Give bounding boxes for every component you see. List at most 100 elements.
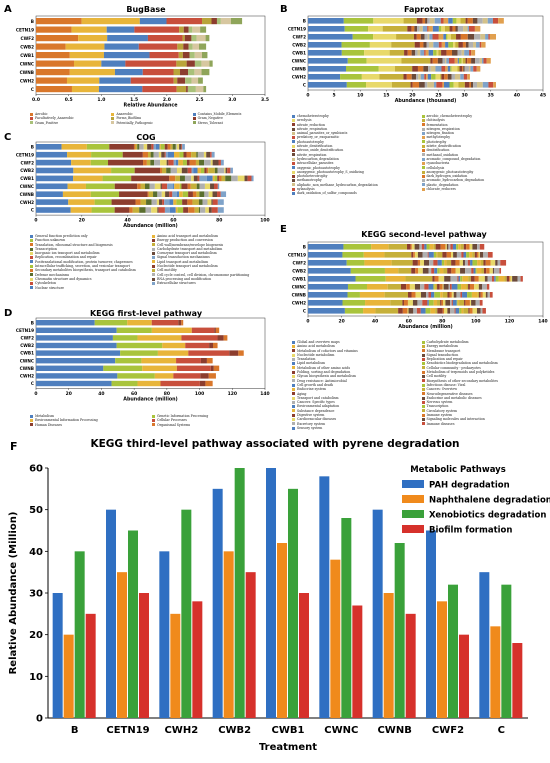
stack-segment bbox=[481, 58, 484, 64]
stack-segment bbox=[308, 268, 351, 274]
stack-segment bbox=[403, 18, 417, 24]
stack-segment bbox=[197, 167, 201, 174]
legend-item: Endocrine and metabolic diseases bbox=[421, 396, 548, 400]
stack-segment bbox=[153, 144, 156, 150]
legend-swatch bbox=[292, 383, 295, 387]
bugbase-legend: Aerobic Anaerobic Contains_Mobile_Elements… bbox=[30, 112, 270, 125]
stack-segment bbox=[158, 151, 162, 158]
stack-segment bbox=[81, 18, 140, 25]
legend-swatch bbox=[30, 277, 33, 281]
stack-segment bbox=[499, 268, 502, 274]
stack-segment bbox=[436, 82, 443, 88]
stack-segment bbox=[414, 252, 418, 258]
stack-segment bbox=[446, 252, 451, 258]
legend-item: oxygenic_photoautotrophy bbox=[292, 166, 418, 170]
legend-label: Potentially_Pathogenic bbox=[116, 120, 154, 125]
x-tick-label: 40 bbox=[124, 218, 130, 224]
row-label: CWB1 bbox=[20, 351, 34, 356]
stack-segment bbox=[134, 167, 161, 174]
stack-segment bbox=[440, 244, 446, 250]
legend-item: Anaerobic bbox=[111, 112, 188, 116]
faprotax-chart: B CETN19 CWF2 CWB2 CWB1 CWNC CWNB CWH2 C 0 5 10 15 20… bbox=[288, 15, 546, 104]
stack-segment bbox=[151, 144, 154, 150]
legend-label: Naphthalene degradation bbox=[429, 496, 550, 506]
legend-swatch bbox=[152, 418, 155, 422]
stack-segment bbox=[164, 199, 170, 205]
stack-segment bbox=[424, 50, 426, 56]
x-tick-label: 0 bbox=[306, 93, 309, 99]
stack-segment bbox=[198, 199, 203, 205]
legend-swatch bbox=[292, 370, 295, 374]
stack-segment bbox=[469, 82, 471, 88]
stack-segment bbox=[36, 183, 68, 190]
panel-label-a: A bbox=[4, 4, 12, 15]
legend-item: Transport and catabolism bbox=[292, 396, 418, 400]
stack-segment bbox=[199, 159, 205, 166]
stack-segment bbox=[181, 144, 183, 150]
legend-swatch bbox=[30, 260, 33, 264]
stack-segment bbox=[343, 244, 372, 250]
legend-swatch bbox=[421, 153, 425, 157]
stack-segment bbox=[308, 18, 344, 24]
faprotax-legend: chemoheterotrophy aerobic_chemoheterotrop… bbox=[292, 114, 547, 196]
stack-segment bbox=[107, 35, 148, 42]
bar bbox=[319, 476, 330, 718]
stack-segment bbox=[181, 167, 188, 174]
stack-segment bbox=[407, 26, 412, 32]
stack-segment bbox=[420, 260, 424, 266]
legend-item: Nervous system bbox=[421, 400, 548, 404]
legend-item: predatory_or_exoparasitic bbox=[292, 135, 418, 139]
legend-swatch bbox=[292, 362, 295, 366]
stack-segment bbox=[483, 252, 488, 258]
stack-segment bbox=[443, 268, 448, 274]
stack-segment bbox=[342, 300, 366, 306]
stack-segment bbox=[364, 260, 392, 266]
stack-segment bbox=[407, 308, 409, 314]
stack-segment bbox=[153, 191, 158, 197]
legend-swatch bbox=[421, 140, 425, 144]
stack-segment bbox=[469, 308, 473, 314]
legend-item: Xenobiotics biodegradation and metabolis… bbox=[421, 361, 548, 365]
stack-segment bbox=[408, 292, 412, 298]
stack-segment bbox=[411, 252, 414, 258]
legend-label: Signal transduction bbox=[426, 352, 459, 357]
bugbase-chart: B CETN19 CWF2 CWB2 CWB1 CWNC CWNB CWH2 C 0.0 0.5 1.… bbox=[16, 15, 269, 109]
stack-segment bbox=[410, 82, 413, 88]
legend-item: Immune diseases bbox=[421, 422, 548, 426]
stack-segment bbox=[406, 284, 410, 290]
x-tick-label: 0 bbox=[34, 391, 37, 397]
stack-segment bbox=[479, 58, 482, 64]
stack-segment bbox=[468, 26, 475, 32]
stack-segment bbox=[384, 292, 409, 298]
row-label: CWB1 bbox=[292, 276, 306, 281]
row-label: CWH2 bbox=[20, 78, 34, 83]
stack-segment bbox=[471, 50, 476, 56]
stack-segment bbox=[418, 268, 423, 274]
legend-swatch bbox=[30, 418, 33, 422]
legend-item: chitinolysis bbox=[421, 118, 548, 122]
stack-segment bbox=[500, 260, 507, 266]
stack-segment bbox=[485, 292, 488, 298]
bar bbox=[341, 518, 352, 718]
stack-segment bbox=[373, 34, 397, 40]
stack-segment bbox=[429, 34, 433, 40]
legend-item: chlorate_reducers bbox=[421, 187, 548, 191]
stack-segment bbox=[167, 183, 174, 190]
legend-label: Amino acid transport and metabolism bbox=[157, 234, 219, 238]
row-label: CWF2 bbox=[293, 34, 307, 39]
stack-segment bbox=[417, 26, 420, 32]
stack-segment bbox=[460, 34, 468, 40]
stack-segment bbox=[460, 292, 463, 298]
stack-segment bbox=[482, 82, 489, 88]
legend-label: Nuclear structure bbox=[35, 285, 64, 290]
legend-swatch bbox=[421, 127, 425, 131]
stack-segment bbox=[437, 284, 440, 290]
x-tick-label: 10 bbox=[357, 93, 363, 99]
bar bbox=[117, 572, 127, 718]
stack-segment bbox=[202, 199, 208, 205]
stack-segment bbox=[443, 308, 448, 314]
stack-segment bbox=[363, 252, 385, 258]
legend-swatch bbox=[421, 396, 425, 400]
stack-segment bbox=[36, 199, 69, 205]
stack-segment bbox=[459, 308, 462, 314]
